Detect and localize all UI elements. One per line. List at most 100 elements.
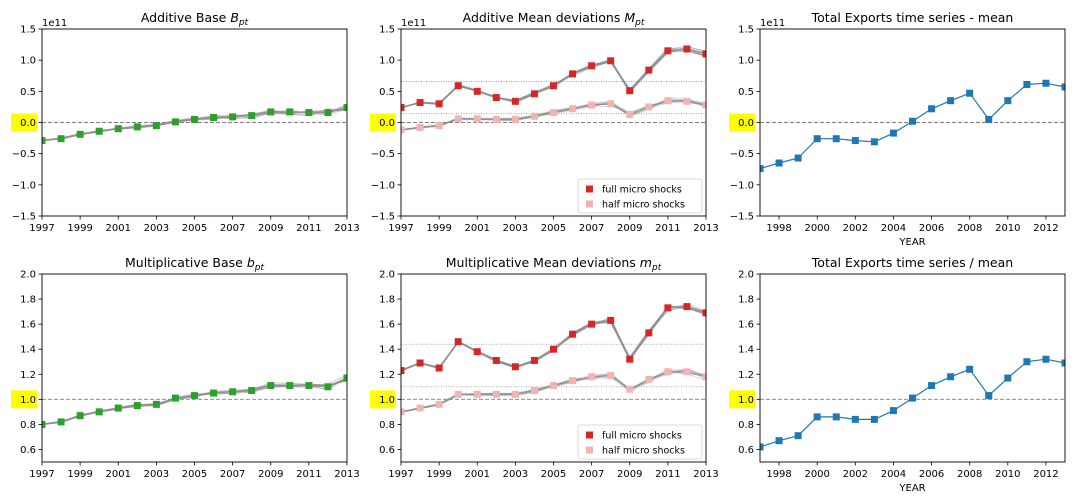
data-point xyxy=(1004,374,1012,382)
exponent-label: 1e11 xyxy=(760,18,785,29)
x-tick-label: 1999 xyxy=(67,469,92,480)
chart-title: Additive Base Bpt xyxy=(141,10,249,28)
data-point xyxy=(985,115,993,123)
data-point xyxy=(76,130,84,138)
x-tick-label: 2009 xyxy=(617,223,642,234)
x-tick-label: 2006 xyxy=(919,469,944,480)
series-line-0 xyxy=(760,82,1065,170)
highlight-box xyxy=(11,390,37,409)
legend-box xyxy=(577,178,703,214)
x-tick-label: 2001 xyxy=(106,469,131,480)
data-point xyxy=(588,62,596,70)
y-tick-label: 1.2 xyxy=(738,370,754,381)
chart-title: Multiplicative Base bpt xyxy=(125,255,264,273)
data-point xyxy=(702,309,706,317)
data-point xyxy=(114,404,122,412)
y-tick-label: 0.0 xyxy=(20,118,36,129)
data-point xyxy=(645,375,653,383)
y-tick-label: −0.5 xyxy=(371,149,395,160)
y-tick-label: 1.0 xyxy=(20,395,36,406)
y-tick-label: −1.0 xyxy=(12,180,36,191)
x-tick-label: 2006 xyxy=(919,223,944,234)
title-subscript: pt xyxy=(651,263,662,273)
y-tick-label: 1.0 xyxy=(738,56,754,67)
data-point xyxy=(152,400,160,408)
data-point xyxy=(607,57,615,65)
x-tick-label: 2013 xyxy=(334,469,359,480)
data-point xyxy=(966,365,974,373)
y-tick-label: 0.8 xyxy=(738,420,754,431)
y-tick-label: 2.0 xyxy=(20,270,36,281)
x-tick-label: 2011 xyxy=(296,469,321,480)
data-point xyxy=(794,432,802,440)
data-point xyxy=(947,373,955,381)
x-tick-label: 2010 xyxy=(995,223,1020,234)
data-point xyxy=(286,382,294,390)
x-tick-label: 2010 xyxy=(995,469,1020,480)
legend-label: full micro shocks xyxy=(602,185,682,196)
x-tick-label: 2000 xyxy=(804,469,829,480)
simulation-line xyxy=(42,379,347,425)
x-tick-label: 1998 xyxy=(766,469,791,480)
y-tick-label: −1.0 xyxy=(730,180,754,191)
simulation-line xyxy=(42,379,347,425)
y-tick-label: 1.2 xyxy=(20,370,36,381)
data-point xyxy=(511,363,519,371)
x-tick-label: 2012 xyxy=(1033,223,1058,234)
data-point xyxy=(492,94,500,102)
x-tick-label: 2013 xyxy=(334,223,359,234)
x-tick-label: 1997 xyxy=(388,469,413,480)
data-point xyxy=(152,122,160,130)
data-point xyxy=(664,47,672,55)
chart-title: Additive Mean deviations Mpt xyxy=(463,10,645,28)
y-tick-label: 1.5 xyxy=(379,25,395,36)
y-tick-label: 1.0 xyxy=(20,56,36,67)
title-math: m xyxy=(640,255,652,270)
simulation-line xyxy=(42,108,347,142)
x-tick-label: 1999 xyxy=(426,469,451,480)
data-point xyxy=(473,87,481,95)
data-point xyxy=(832,413,840,421)
x-tick-label: 2007 xyxy=(220,223,245,234)
data-point xyxy=(492,390,500,398)
data-point xyxy=(191,115,198,123)
data-point xyxy=(683,97,691,105)
data-point xyxy=(870,138,878,146)
data-point xyxy=(851,415,859,423)
data-point xyxy=(454,338,462,346)
x-tick-label: 2007 xyxy=(579,469,604,480)
title-text: Total Exports time series - mean xyxy=(811,10,1014,25)
data-point xyxy=(813,413,821,421)
data-point xyxy=(229,388,237,396)
data-point xyxy=(928,105,936,113)
data-point xyxy=(95,408,103,416)
title-text: Multiplicative Mean deviations xyxy=(446,255,640,270)
title-subscript: pt xyxy=(238,18,249,28)
data-point xyxy=(851,137,859,145)
data-point xyxy=(324,109,332,117)
y-tick-label: 1.0 xyxy=(379,395,395,406)
axes-frame xyxy=(759,273,1066,463)
data-point xyxy=(683,45,691,53)
x-tick-label: 2008 xyxy=(957,223,982,234)
axes-frame xyxy=(41,273,348,463)
data-point xyxy=(683,303,691,311)
data-point xyxy=(435,400,443,408)
y-tick-label: 1.6 xyxy=(738,320,754,331)
y-tick-label: 1.0 xyxy=(738,395,754,406)
data-point xyxy=(664,304,672,312)
data-point xyxy=(511,390,519,398)
data-point xyxy=(210,389,218,397)
highlight-box xyxy=(729,113,755,132)
data-point xyxy=(775,437,783,445)
title-subscript: pt xyxy=(254,263,265,273)
x-tick-label: 2009 xyxy=(617,469,642,480)
data-point xyxy=(133,123,141,131)
data-point xyxy=(248,387,256,395)
legend-marker xyxy=(586,446,593,454)
x-tick-label: 2011 xyxy=(655,223,680,234)
data-point xyxy=(42,420,46,428)
x-tick-label: 2005 xyxy=(541,223,566,234)
data-point xyxy=(401,367,405,375)
x-axis-label: YEAR xyxy=(898,237,925,248)
